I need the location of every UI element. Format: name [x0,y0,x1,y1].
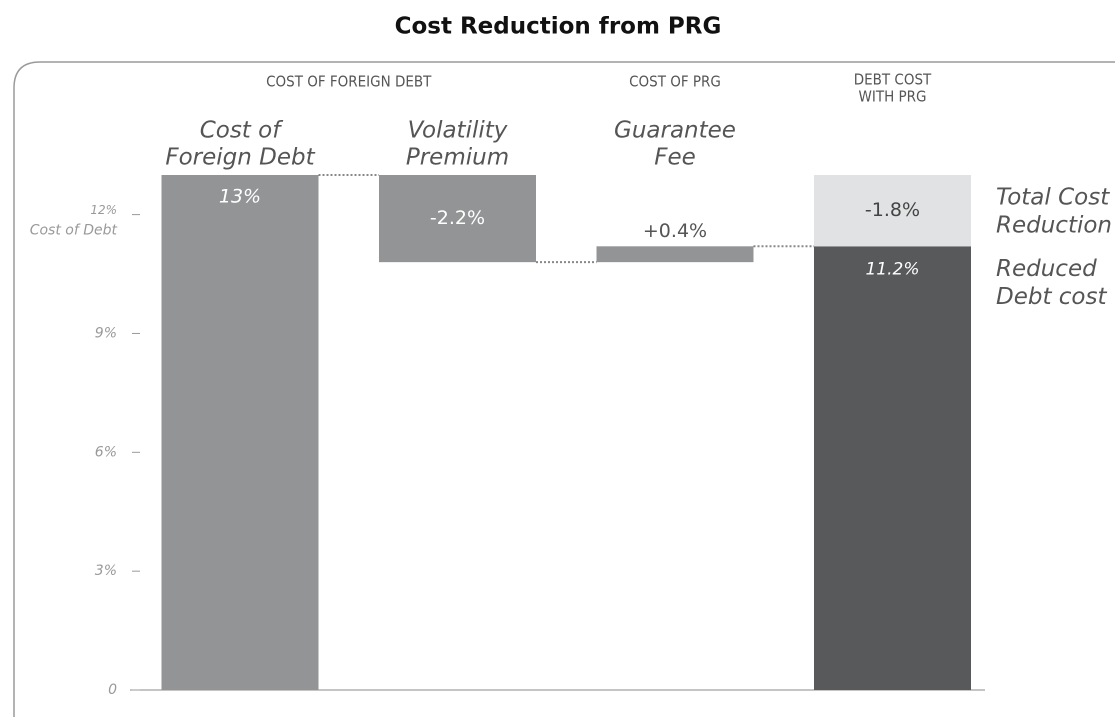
value-label: 13% [219,186,261,208]
group-header: COST OF FOREIGN DEBT [266,73,432,91]
series-label: Debt cost [996,284,1107,310]
y-tick-label: 12% [90,203,117,217]
bar [596,246,754,263]
group-header: DEBT COST [854,71,932,89]
reduction-bar [814,175,971,247]
y-axis-label: Cost of Debt [30,223,118,239]
total-bar [814,246,971,691]
series-label: Total Cost [996,185,1110,211]
category-label: Premium [406,145,509,171]
category-label: Cost of [200,118,284,144]
group-header: COST OF PRG [629,73,721,91]
value-label: -1.8% [865,199,920,221]
value-label: -2.2% [430,207,485,229]
y-tick-label: 9% [95,325,117,341]
bar [379,175,536,263]
y-tick-label: 6% [95,444,117,460]
value-label: 11.2% [865,259,919,279]
chart-title: Cost Reduction from PRG [395,14,722,40]
group-header: WITH PRG [859,88,927,106]
series-label: Reduced [996,256,1097,282]
y-tick-label: 3% [95,563,117,579]
category-label: Guarantee [614,118,736,144]
bar [161,175,319,690]
series-label: Reduction [996,213,1112,239]
y-tick-label: 0 [108,682,117,698]
value-label: +0.4% [643,220,707,242]
frame [13,61,1115,717]
category-label: Foreign Debt [165,145,315,171]
category-label: Volatility [408,118,508,144]
category-label: Fee [654,145,696,171]
